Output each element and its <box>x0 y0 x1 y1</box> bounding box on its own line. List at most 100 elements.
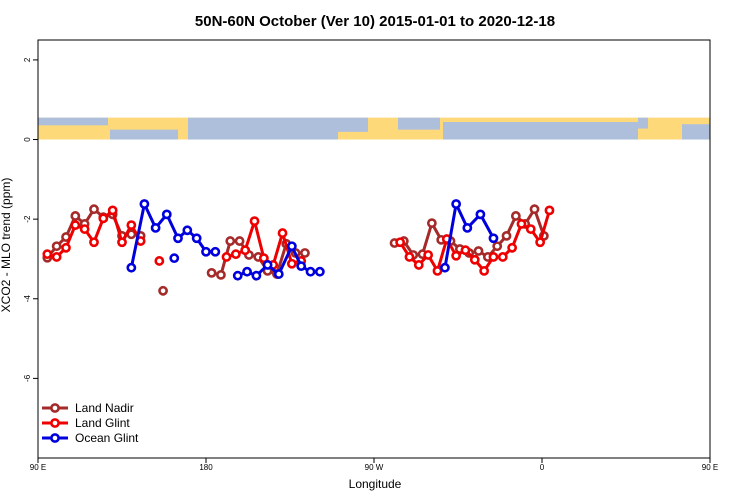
data-point <box>277 228 288 238</box>
series-land-nadir <box>42 204 549 296</box>
data-point <box>70 220 81 231</box>
data-point <box>173 233 183 244</box>
map-band-ocean <box>110 129 178 140</box>
data-point <box>216 269 226 280</box>
data-point <box>234 236 245 246</box>
map-band-ocean <box>443 122 638 140</box>
data-point <box>525 224 536 234</box>
legend-label: Ocean Glint <box>75 431 139 445</box>
data-point <box>107 205 118 216</box>
x-tick-label: 90 E <box>702 463 718 472</box>
y-tick-label: 0 <box>23 137 32 142</box>
map-band-ocean <box>338 117 368 132</box>
x-axis: 90 E 180 90 W 0 90 E <box>30 458 718 472</box>
data-point <box>395 237 406 248</box>
data-point <box>51 241 62 252</box>
data-point <box>507 242 518 253</box>
data-point <box>210 246 221 257</box>
data-point <box>221 252 232 262</box>
data-point <box>451 199 462 209</box>
y-tick-label: 2 <box>23 57 32 62</box>
legend-label: Land Glint <box>75 416 130 430</box>
data-point <box>51 252 62 262</box>
data-point <box>404 252 415 262</box>
data-point <box>61 242 71 253</box>
data-point <box>158 285 168 296</box>
data-point <box>126 220 137 231</box>
series-line <box>46 208 142 259</box>
data-point <box>516 219 527 229</box>
data-point <box>89 204 99 215</box>
data-point <box>510 211 521 221</box>
data-point <box>98 213 109 224</box>
y-tick-label: -6 <box>23 374 32 382</box>
map-band-ocean <box>682 124 710 140</box>
y-axis: 2 0 -2 -4 -6 <box>23 57 38 382</box>
map-band-ocean <box>188 117 338 140</box>
data-point <box>249 216 260 227</box>
data-point <box>460 245 471 256</box>
data-point <box>154 256 165 266</box>
data-point <box>296 261 307 272</box>
data-point <box>469 254 480 265</box>
data-point <box>501 230 512 241</box>
data-point <box>314 266 325 277</box>
data-point <box>413 260 424 270</box>
x-tick-label: 90 W <box>365 463 384 472</box>
data-point <box>426 218 437 229</box>
data-point <box>440 262 450 273</box>
data-point <box>497 252 508 262</box>
data-point <box>286 241 297 252</box>
data-point <box>535 237 546 248</box>
legend-marker <box>50 418 60 428</box>
data-point <box>232 270 243 281</box>
data-point <box>150 223 161 233</box>
data-point <box>492 241 503 252</box>
x-tick-label: 0 <box>540 463 545 472</box>
data-point <box>70 211 81 221</box>
data-point <box>305 266 316 277</box>
data-point <box>201 246 211 257</box>
map-band-ocean <box>638 117 648 129</box>
data-point <box>242 266 252 277</box>
data-point <box>423 250 434 260</box>
data-point <box>240 245 251 256</box>
legend-marker <box>50 433 60 443</box>
data-point <box>42 249 53 260</box>
data-point <box>488 233 499 244</box>
series-ocean-glint <box>126 199 499 281</box>
data-point <box>89 237 99 248</box>
data-point <box>479 265 490 276</box>
data-point <box>225 236 236 246</box>
data-point <box>251 270 262 281</box>
map-band-ocean <box>398 117 440 130</box>
world-map-band <box>38 117 710 140</box>
data-point <box>473 246 484 256</box>
data-point <box>139 199 150 209</box>
data-point <box>169 253 180 264</box>
x-axis-label: Longitude <box>349 477 402 491</box>
plot-marks <box>42 199 555 296</box>
data-point <box>262 260 273 270</box>
data-point <box>488 252 499 262</box>
y-tick-label: -2 <box>23 215 32 223</box>
data-point <box>117 237 127 248</box>
x-tick-label: 180 <box>199 463 213 472</box>
data-point <box>79 224 90 234</box>
data-point <box>191 233 202 244</box>
data-point <box>432 265 443 276</box>
data-point <box>529 204 540 215</box>
data-point <box>182 225 193 236</box>
y-axis-label: XCO2 - MLO trend (ppm) <box>0 178 13 313</box>
data-point <box>475 209 486 220</box>
data-point <box>462 223 473 233</box>
data-point <box>230 249 241 260</box>
data-point <box>273 269 284 279</box>
data-point <box>300 248 310 258</box>
y-tick-label: -4 <box>23 295 32 303</box>
data-point <box>451 250 462 261</box>
plot-frame <box>37 39 711 459</box>
data-point <box>286 258 297 269</box>
